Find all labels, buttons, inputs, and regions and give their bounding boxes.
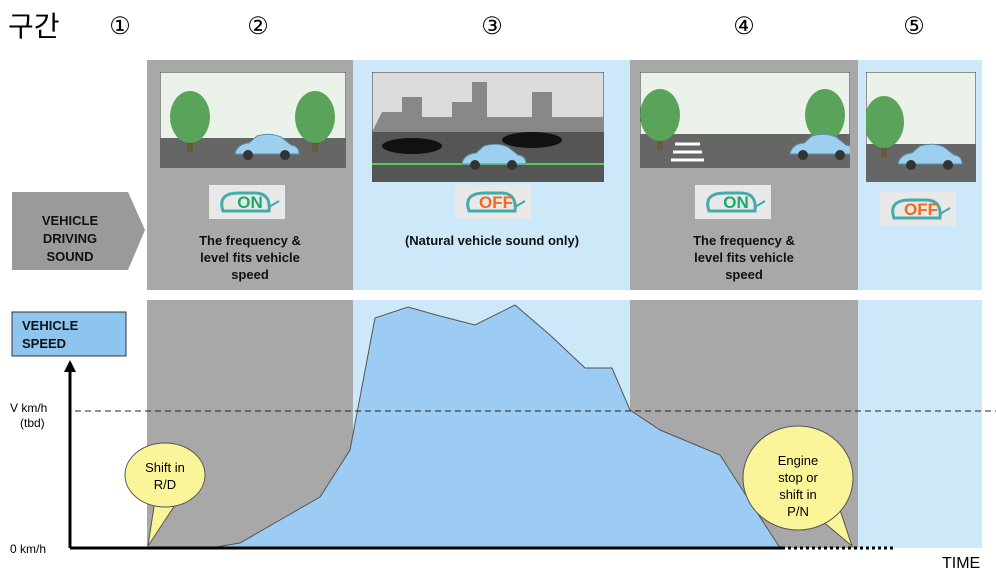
label: SPEED	[22, 336, 66, 351]
callout-text: P/N	[787, 504, 809, 519]
badge: OFF	[904, 200, 938, 219]
callout-text: shift in	[779, 487, 817, 502]
callout-text: Engine	[778, 453, 818, 468]
caption: level fits vehicle	[694, 250, 794, 265]
label: SOUND	[47, 249, 94, 264]
scene-images	[160, 72, 976, 182]
caption: speed	[725, 267, 763, 282]
badge: ON	[237, 193, 263, 212]
zero-label: 0 km/h	[10, 542, 46, 556]
v-label: V km/h	[10, 401, 47, 415]
section-number: ②	[247, 13, 269, 40]
arrow	[64, 360, 76, 372]
section-number: ①	[109, 13, 131, 40]
label: DRIVING	[43, 231, 97, 246]
section-number: ③	[481, 13, 503, 40]
label: VEHICLE	[42, 213, 99, 228]
section-number: ⑤	[903, 13, 925, 40]
speed-curve	[147, 304, 781, 549]
label: VEHICLE	[22, 318, 79, 333]
caption: speed	[231, 267, 269, 282]
driving-sound-arrow	[12, 192, 145, 270]
title: 구간	[8, 11, 60, 42]
badge: ON	[723, 193, 749, 212]
speed-label-box	[11, 311, 127, 357]
caption: The frequency &	[199, 233, 301, 248]
callout-text: stop or	[778, 470, 818, 485]
badges: ON OFF ON OFF	[207, 183, 958, 228]
badge: OFF	[479, 193, 513, 212]
x-axis-label: TIME	[942, 555, 980, 572]
caption: level fits vehicle	[200, 250, 300, 265]
callout-text: R/D	[154, 477, 176, 492]
caption: The frequency &	[693, 233, 795, 248]
v-label: (tbd)	[20, 416, 45, 430]
caption: (Natural vehicle sound only)	[405, 233, 579, 248]
section-number: ④	[733, 13, 755, 40]
callout: Shift in R/D	[124, 442, 206, 547]
callout: Engine stop or shift in P/N	[742, 425, 854, 548]
callout-text: Shift in	[145, 460, 185, 475]
